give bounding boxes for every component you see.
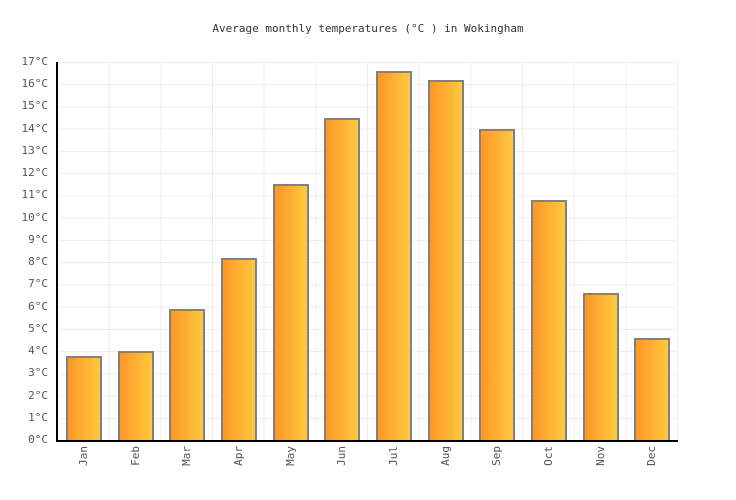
bar-apr[interactable] [220, 257, 257, 440]
y-axis-label: 4°C [28, 344, 48, 358]
x-axis-label-mar: Mar [180, 446, 194, 466]
y-axis-label: 0°C [28, 433, 48, 446]
bar-oct[interactable] [530, 199, 567, 440]
bar-slot-apr [213, 62, 265, 440]
bar-slot-jan [58, 62, 110, 440]
y-axis-label: 8°C [28, 255, 48, 269]
x-axis-label-may: May [283, 446, 297, 466]
bar-slot-may [265, 62, 317, 440]
bar-sep[interactable] [479, 128, 516, 440]
bar-nov[interactable] [582, 293, 619, 440]
bar-slot-feb [110, 62, 162, 440]
bar-slot-jun [316, 62, 368, 440]
bar-may[interactable] [272, 184, 309, 440]
y-axis-label: 6°C [28, 299, 48, 313]
y-axis-label: 14°C [21, 121, 49, 135]
x-axis-label-aug: Aug [438, 446, 452, 466]
bar-dec[interactable] [634, 337, 671, 440]
bar-slot-mar [161, 62, 213, 440]
y-axis-label: 3°C [28, 366, 48, 380]
x-axis-label-oct: Oct [541, 446, 555, 466]
x-axis-label-nov: Nov [593, 446, 607, 466]
plot-area [56, 62, 678, 442]
bar-slot-nov [575, 62, 627, 440]
y-axis-label: 11°C [21, 188, 49, 202]
bar-slot-oct [523, 62, 575, 440]
bar-aug[interactable] [427, 79, 464, 440]
bar-jun[interactable] [324, 117, 361, 440]
bar-slot-aug [420, 62, 472, 440]
x-axis-label-jul: Jul [386, 446, 400, 466]
bar-slot-dec [626, 62, 678, 440]
x-axis-label-jun: Jun [335, 446, 349, 466]
x-axis-label-jan: Jan [76, 446, 90, 466]
bar-slot-sep [471, 62, 523, 440]
bar-jul[interactable] [375, 70, 412, 440]
y-axis-label: 2°C [28, 388, 48, 402]
bar-feb[interactable] [117, 351, 154, 440]
y-axis-label: 16°C [21, 77, 49, 91]
y-axis-label: 12°C [21, 166, 49, 180]
bar-slot-jul [368, 62, 420, 440]
bars-container [58, 62, 678, 440]
bar-mar[interactable] [169, 308, 206, 440]
y-axis-label: 5°C [28, 321, 48, 335]
y-axis-label: 17°C [21, 55, 49, 68]
y-axis-label: 7°C [28, 277, 48, 291]
x-axis-label-dec: Dec [645, 446, 659, 466]
y-axis-label: 1°C [28, 410, 48, 424]
x-axis-label-feb: Feb [128, 446, 142, 466]
bar-jan[interactable] [65, 355, 102, 440]
y-axis-label: 15°C [21, 99, 49, 113]
x-axis-label-sep: Sep [490, 446, 504, 466]
x-axis-label-apr: Apr [231, 446, 245, 466]
chart-title: Average monthly temperatures (°C ) in Wo… [212, 22, 524, 35]
y-axis-label: 13°C [21, 143, 49, 157]
y-axis-label: 10°C [21, 210, 49, 224]
y-axis-label: 9°C [28, 232, 48, 246]
